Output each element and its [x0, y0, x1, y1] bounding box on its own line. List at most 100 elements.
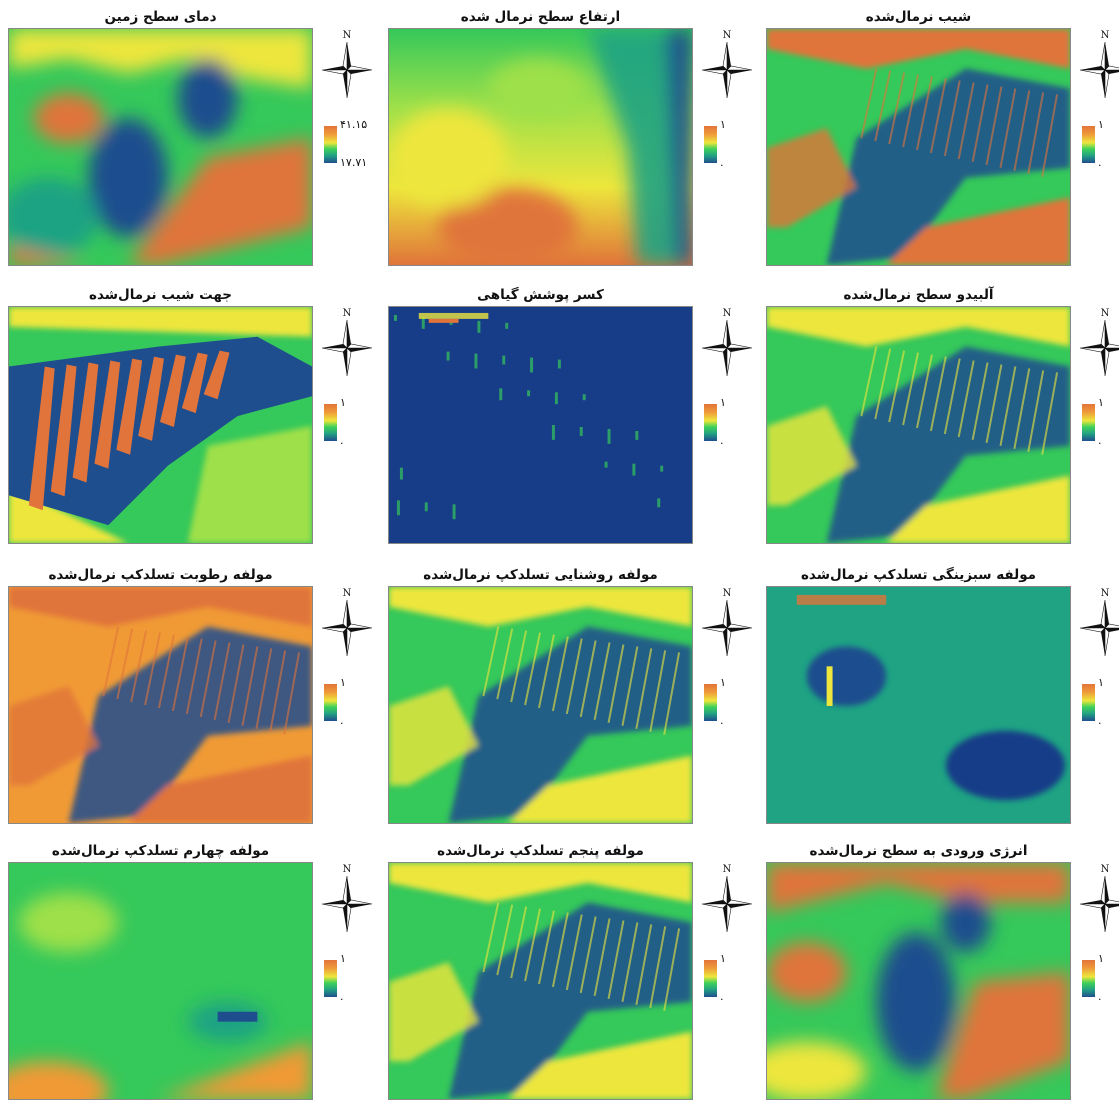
compass-rose-icon	[701, 41, 753, 99]
map-panel: جهت شیب نرمال‌شده N	[8, 284, 378, 554]
legend-color-bar	[1082, 684, 1095, 721]
compass-rose-icon	[1079, 319, 1119, 377]
north-label: N	[722, 30, 732, 41]
map-title: مولفه سبزینگی تسلدکپ نرمال‌شده	[800, 567, 1037, 583]
color-legend: ۱ .	[1078, 950, 1119, 1010]
map-raster	[388, 28, 693, 266]
map-panel: مولفه روشنایی تسلدکپ نرمال‌شده N	[388, 564, 758, 834]
map-panel: مولفه چهارم تسلدکپ نرمال‌شده N	[8, 840, 378, 1110]
legend-color-bar	[324, 684, 337, 721]
compass-rose-icon	[1079, 599, 1119, 657]
north-arrow: N	[700, 308, 754, 378]
legend-min-label: .	[1098, 434, 1102, 447]
map-panel: مولفه سبزینگی تسلدکپ نرمال‌شده N	[766, 564, 1119, 834]
compass-rose-icon	[1079, 875, 1119, 933]
north-arrow: N	[1078, 308, 1119, 378]
map-panel: مولفه پنجم تسلدکپ نرمال‌شده N	[388, 840, 758, 1110]
map-raster	[388, 862, 693, 1100]
legend-color-bar	[704, 126, 717, 163]
legend-max-label: ۱	[720, 396, 726, 409]
legend-color-bar	[1082, 960, 1095, 997]
north-arrow: N	[320, 588, 374, 658]
legend-min-label: .	[720, 434, 724, 447]
legend-max-label: ۱	[340, 676, 346, 689]
north-label: N	[342, 588, 352, 599]
legend-max-label: ۱	[1098, 396, 1104, 409]
legend-min-label: .	[720, 156, 724, 169]
legend-color-bar	[1082, 126, 1095, 163]
map-title: شیب نرمال‌شده	[865, 9, 972, 25]
compass-rose-icon	[701, 875, 753, 933]
map-title: مولفه روشنایی تسلدکپ نرمال‌شده	[423, 567, 658, 583]
color-legend: ۱ .	[1078, 394, 1119, 454]
legend-min-label: .	[340, 714, 344, 727]
map-panel: شیب نرمال‌شده N	[766, 6, 1119, 276]
map-panel: آلبیدو سطح نرمال‌شده N	[766, 284, 1119, 554]
north-label: N	[722, 864, 732, 875]
color-legend: ۱ .	[320, 394, 380, 454]
map-raster	[388, 586, 693, 824]
map-title: مولفه رطوبت تسلدکپ نرمال‌شده	[48, 567, 273, 583]
color-legend: ۱ .	[1078, 116, 1119, 176]
map-title: دمای سطح زمین	[104, 9, 217, 25]
legend-max-label: ۱	[1098, 118, 1104, 131]
north-label: N	[342, 864, 352, 875]
map-title: انرژی ورودی به سطح نرمال‌شده	[809, 843, 1028, 859]
compass-rose-icon	[321, 599, 373, 657]
north-arrow: N	[700, 864, 754, 934]
color-legend: ۱ .	[700, 950, 760, 1010]
north-arrow: N	[320, 308, 374, 378]
legend-min-label: .	[1098, 156, 1102, 169]
compass-rose-icon	[701, 319, 753, 377]
north-label: N	[722, 308, 732, 319]
color-legend: ۱ .	[700, 674, 760, 734]
map-raster	[766, 28, 1071, 266]
legend-min-label: ۱۷.۷۱	[340, 156, 368, 169]
legend-max-label: ۱	[720, 952, 726, 965]
map-raster	[8, 586, 313, 824]
compass-rose-icon	[701, 599, 753, 657]
north-label: N	[342, 30, 352, 41]
legend-max-label: ۱	[340, 396, 346, 409]
north-arrow: N	[1078, 30, 1119, 100]
compass-rose-icon	[321, 41, 373, 99]
legend-max-label: ۱	[720, 676, 726, 689]
map-title: جهت شیب نرمال‌شده	[88, 287, 233, 303]
color-legend: ۱ .	[1078, 674, 1119, 734]
compass-rose-icon	[1079, 41, 1119, 99]
map-panel: ارتفاع سطح نرمال شده N	[388, 6, 758, 276]
north-label: N	[1100, 30, 1110, 41]
color-legend: ۱ .	[320, 950, 380, 1010]
legend-color-bar	[324, 404, 337, 441]
legend-max-label: ۱	[1098, 676, 1104, 689]
map-panel: دمای سطح زمین N	[8, 6, 378, 276]
map-title: آلبیدو سطح نرمال‌شده	[843, 287, 994, 303]
color-legend: ۱ .	[700, 116, 760, 176]
map-panel: انرژی ورودی به سطح نرمال‌شده N	[766, 840, 1119, 1110]
legend-color-bar	[324, 126, 337, 163]
legend-color-bar	[704, 404, 717, 441]
color-legend: ۱ .	[320, 674, 380, 734]
legend-max-label: ۱	[1098, 952, 1104, 965]
compass-rose-icon	[321, 875, 373, 933]
map-raster	[8, 306, 313, 544]
legend-min-label: .	[340, 434, 344, 447]
map-panel: کسر پوشش گیاهی N ۱	[388, 284, 758, 554]
legend-max-label: ۱	[720, 118, 726, 131]
map-title: کسر پوشش گیاهی	[477, 287, 604, 303]
map-title: مولفه پنجم تسلدکپ نرمال‌شده	[437, 843, 644, 859]
north-label: N	[1100, 308, 1110, 319]
north-label: N	[342, 308, 352, 319]
map-raster	[388, 306, 693, 544]
legend-max-label: ۴۱.۱۵	[340, 118, 368, 131]
legend-color-bar	[704, 684, 717, 721]
color-legend: ۱ .	[700, 394, 760, 454]
map-raster	[766, 586, 1071, 824]
map-raster	[766, 862, 1071, 1100]
north-label: N	[722, 588, 732, 599]
legend-color-bar	[704, 960, 717, 997]
legend-min-label: .	[720, 714, 724, 727]
legend-min-label: .	[340, 990, 344, 1003]
map-raster	[766, 306, 1071, 544]
north-label: N	[1100, 588, 1110, 599]
